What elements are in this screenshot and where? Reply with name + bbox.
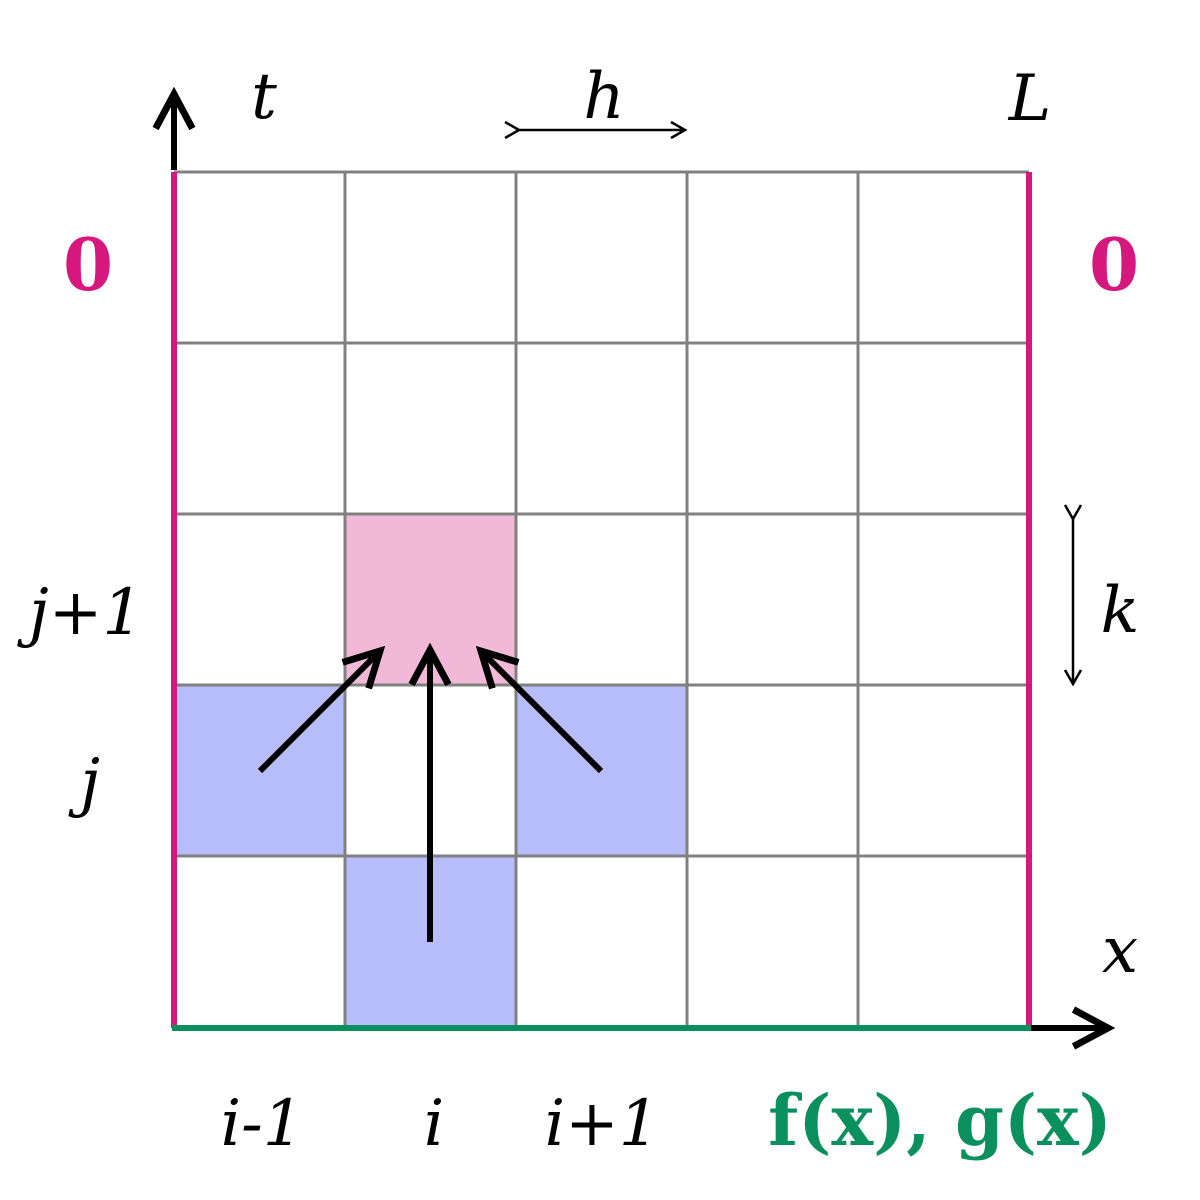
col-i-minus-1-label: i-1 [221, 1087, 304, 1161]
grid [172, 170, 1031, 1029]
x-axis-label: x [1102, 914, 1138, 988]
stencil-arrow-right [481, 651, 604, 774]
initial-condition-label: f(x), g(x) [768, 1079, 1112, 1162]
col-i-plus-1-label: i+1 [545, 1087, 660, 1161]
row-j-label: j [68, 746, 100, 820]
length-label: L [1008, 62, 1052, 136]
right-boundary-value: 0 [1089, 222, 1139, 307]
left-boundary-value: 0 [63, 222, 113, 307]
row-j-plus-1-label: j+1 [17, 576, 143, 650]
stencil-arrow-left [257, 651, 380, 774]
k-spacing-label: k [1101, 574, 1140, 648]
h-spacing-label: h [583, 60, 624, 134]
t-axis-label: t [251, 60, 277, 134]
col-i-label: i [424, 1087, 444, 1161]
